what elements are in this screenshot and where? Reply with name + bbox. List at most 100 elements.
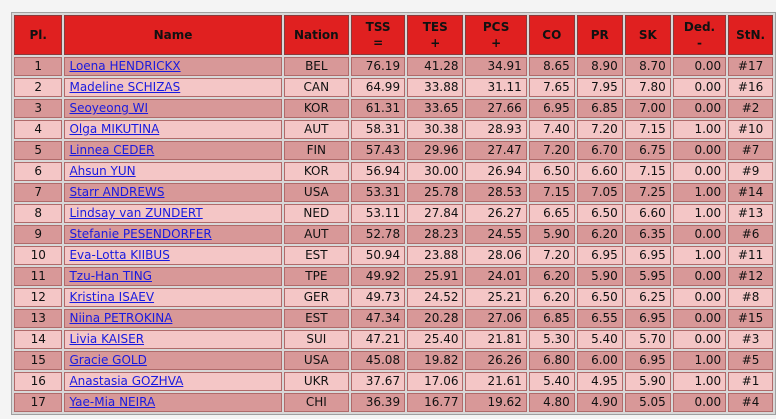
- skater-name-link[interactable]: Gracie GOLD: [69, 353, 147, 367]
- place-cell: 9: [14, 225, 63, 244]
- co-cell: 7.15: [528, 183, 575, 202]
- tss-cell: 53.31: [351, 183, 406, 202]
- results-table: Pl. Name Nation TSS = TES + PCS + CO PR SK …: [11, 12, 776, 415]
- header-nation[interactable]: Nation: [283, 15, 350, 55]
- place-cell: 7: [14, 183, 63, 202]
- header-place[interactable]: Pl.: [14, 15, 63, 55]
- skater-name-link[interactable]: Linnea CEDER: [69, 143, 155, 157]
- pcs-cell: 24.01: [465, 267, 527, 286]
- place-cell: 4: [14, 120, 63, 139]
- nation-cell: NED: [283, 204, 350, 223]
- co-cell: 5.90: [528, 225, 575, 244]
- tss-cell: 52.78: [351, 225, 406, 244]
- sk-cell: 6.95: [624, 309, 671, 328]
- skater-name-link[interactable]: Livia KAISER: [69, 332, 145, 346]
- tes-cell: 25.40: [407, 330, 464, 349]
- deduction-cell: 0.00: [672, 57, 727, 76]
- header-pcs[interactable]: PCS +: [465, 15, 527, 55]
- sk-cell: 7.25: [624, 183, 671, 202]
- tss-cell: 76.19: [351, 57, 406, 76]
- nation-cell: CHI: [283, 393, 350, 412]
- skater-name-link[interactable]: Stefanie PESENDORFER: [69, 227, 212, 241]
- start-number-cell: #7: [728, 141, 773, 160]
- place-cell: 10: [14, 246, 63, 265]
- sk-cell: 6.95: [624, 351, 671, 370]
- pr-cell: 6.95: [576, 246, 623, 265]
- co-cell: 5.40: [528, 372, 575, 391]
- skater-name-link[interactable]: Madeline SCHIZAS: [69, 80, 181, 94]
- skater-name-link[interactable]: Seoyeong WI: [69, 101, 149, 115]
- skater-name-link[interactable]: Niina PETROKINA: [69, 311, 173, 325]
- skater-name-link[interactable]: Anastasia GOZHVA: [69, 374, 184, 388]
- tss-cell: 36.39: [351, 393, 406, 412]
- sk-cell: 5.05: [624, 393, 671, 412]
- pcs-cell: 21.81: [465, 330, 527, 349]
- header-tss[interactable]: TSS =: [351, 15, 406, 55]
- sk-cell: 7.15: [624, 120, 671, 139]
- deduction-cell: 1.00: [672, 372, 727, 391]
- sk-cell: 6.25: [624, 288, 671, 307]
- start-number-cell: #16: [728, 78, 773, 97]
- nation-cell: AUT: [283, 225, 350, 244]
- skater-name-link[interactable]: Starr ANDREWS: [69, 185, 165, 199]
- table-header-row: Pl. Name Nation TSS = TES + PCS + CO PR SK …: [14, 15, 773, 55]
- skater-name-link[interactable]: Eva-Lotta KIIBUS: [69, 248, 170, 262]
- skater-name-cell: Eva-Lotta KIIBUS: [64, 246, 282, 265]
- start-number-cell: #6: [728, 225, 773, 244]
- header-start-number[interactable]: StN.: [728, 15, 773, 55]
- skater-name-link[interactable]: Yae-Mia NEIRA: [69, 395, 156, 409]
- co-cell: 6.20: [528, 288, 575, 307]
- skater-name-link[interactable]: Olga MIKUTINA: [69, 122, 160, 136]
- header-sk[interactable]: SK: [624, 15, 671, 55]
- tss-cell: 47.21: [351, 330, 406, 349]
- tes-cell: 29.96: [407, 141, 464, 160]
- pr-cell: 6.70: [576, 141, 623, 160]
- sk-cell: 5.70: [624, 330, 671, 349]
- skater-name-cell: Loena HENDRICKX: [64, 57, 282, 76]
- start-number-cell: #8: [728, 288, 773, 307]
- deduction-cell: 0.00: [672, 330, 727, 349]
- header-tes[interactable]: TES +: [407, 15, 464, 55]
- co-cell: 7.40: [528, 120, 575, 139]
- deduction-cell: 0.00: [672, 267, 727, 286]
- skater-name-cell: Anastasia GOZHVA: [64, 372, 282, 391]
- nation-cell: FIN: [283, 141, 350, 160]
- start-number-cell: #15: [728, 309, 773, 328]
- skater-name-link[interactable]: Tzu-Han TING: [69, 269, 152, 283]
- tss-cell: 47.34: [351, 309, 406, 328]
- start-number-cell: #1: [728, 372, 773, 391]
- nation-cell: UKR: [283, 372, 350, 391]
- skater-name-link[interactable]: Loena HENDRICKX: [69, 59, 181, 73]
- header-co[interactable]: CO: [528, 15, 575, 55]
- tes-cell: 17.06: [407, 372, 464, 391]
- place-cell: 15: [14, 351, 63, 370]
- table-row: 2 Madeline SCHIZAS CAN 64.99 33.88 31.11 7.65 7…: [14, 78, 773, 97]
- start-number-cell: #13: [728, 204, 773, 223]
- sk-cell: 7.15: [624, 162, 671, 181]
- deduction-cell: 1.00: [672, 204, 727, 223]
- start-number-cell: #3: [728, 330, 773, 349]
- table-row: 11 Tzu-Han TING TPE 49.92 25.91 24.01 6.20 5.90…: [14, 267, 773, 286]
- tes-cell: 25.91: [407, 267, 464, 286]
- results-body: 1 Loena HENDRICKX BEL 76.19 41.28 34.91 8.65 8.…: [14, 57, 773, 412]
- header-pr[interactable]: PR: [576, 15, 623, 55]
- skater-name-link[interactable]: Kristina ISAEV: [69, 290, 155, 304]
- table-row: 13 Niina PETROKINA EST 47.34 20.28 27.06 6.85 6…: [14, 309, 773, 328]
- skater-name-cell: Madeline SCHIZAS: [64, 78, 282, 97]
- tss-cell: 64.99: [351, 78, 406, 97]
- header-name[interactable]: Name: [64, 15, 282, 55]
- pcs-cell: 34.91: [465, 57, 527, 76]
- skater-name-link[interactable]: Ahsun YUN: [69, 164, 136, 178]
- table-row: 1 Loena HENDRICKX BEL 76.19 41.28 34.91 8.65 8.…: [14, 57, 773, 76]
- table-row: 8 Lindsay van ZUNDERT NED 53.11 27.84 26.27 6.…: [14, 204, 773, 223]
- nation-cell: KOR: [283, 99, 350, 118]
- tes-cell: 25.78: [407, 183, 464, 202]
- place-cell: 5: [14, 141, 63, 160]
- tes-cell: 23.88: [407, 246, 464, 265]
- header-deductions[interactable]: Ded. -: [672, 15, 727, 55]
- place-cell: 14: [14, 330, 63, 349]
- skater-name-link[interactable]: Lindsay van ZUNDERT: [69, 206, 203, 220]
- tss-cell: 58.31: [351, 120, 406, 139]
- deduction-cell: 1.00: [672, 183, 727, 202]
- tss-cell: 45.08: [351, 351, 406, 370]
